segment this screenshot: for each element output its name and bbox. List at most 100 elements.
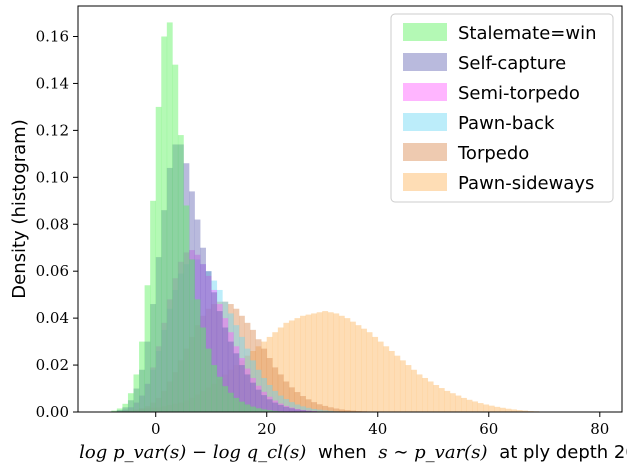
y-tick-label: 0.00	[36, 403, 69, 421]
histogram-bar	[394, 356, 400, 412]
histogram-bar	[461, 398, 467, 412]
histogram-bar	[406, 365, 412, 412]
histogram-bar	[339, 316, 345, 412]
x-tick-label: 60	[479, 420, 498, 438]
histogram-bar	[500, 408, 506, 412]
y-tick-label: 0.16	[36, 28, 69, 46]
x-tick-label: 80	[590, 420, 609, 438]
x-tick-label: 0	[151, 420, 161, 438]
histogram-bar	[322, 311, 328, 412]
legend-swatch	[403, 113, 447, 131]
histogram-bar	[367, 332, 373, 412]
histogram-bar	[189, 259, 195, 412]
histogram-bar	[361, 329, 367, 412]
histogram-bar	[233, 398, 239, 412]
histogram-bar	[450, 393, 456, 412]
histogram-bar	[400, 360, 406, 412]
histogram-bar	[150, 201, 156, 412]
histogram-bar	[311, 313, 317, 412]
histogram-bar	[455, 396, 461, 412]
y-tick-label: 0.02	[36, 356, 69, 374]
x-axis-label-math: log p_var(s) − log q_cl(s)	[79, 442, 306, 463]
x-axis-label-text1: when	[318, 442, 367, 463]
histogram-bar	[383, 346, 389, 412]
histogram-bar	[422, 378, 428, 412]
legend-swatch	[403, 173, 447, 191]
histogram-bar	[472, 401, 478, 412]
histogram-bar	[467, 400, 473, 412]
histogram-bar	[306, 315, 312, 412]
y-tick-label: 0.08	[36, 215, 69, 233]
histogram-bar	[489, 406, 495, 412]
histogram-bar	[167, 22, 173, 412]
histogram-bar	[128, 393, 134, 412]
legend: Stalemate=winSelf-captureSemi-torpedoPaw…	[391, 14, 613, 202]
histogram-bar	[350, 322, 356, 412]
histogram-bar	[417, 374, 423, 412]
histogram-bar	[433, 385, 439, 412]
legend-swatch	[403, 23, 447, 41]
x-tick-label: 20	[257, 420, 276, 438]
legend-swatch	[403, 83, 447, 101]
histogram-bar	[183, 205, 189, 412]
y-tick-label: 0.14	[36, 74, 69, 92]
histogram-bar	[283, 407, 289, 412]
histogram-bar	[117, 408, 123, 412]
histogram-bar	[478, 403, 484, 412]
histogram-bar	[356, 325, 362, 412]
histogram-bar	[317, 312, 323, 412]
histogram-bar	[378, 342, 384, 412]
histogram-bar	[200, 328, 206, 412]
histogram-bar	[267, 399, 273, 412]
histogram-bar	[494, 407, 500, 412]
histogram-bar	[289, 408, 295, 412]
y-axis: 0.00 0.02 0.04 0.06 0.08 0.10 0.12 0.14 0.16	[36, 28, 78, 421]
histogram-bar	[239, 402, 245, 412]
histogram-bar	[256, 408, 262, 412]
histogram-bar	[134, 374, 140, 412]
histogram-bar	[245, 404, 251, 412]
histogram-bar	[228, 393, 234, 412]
histogram-bar	[389, 351, 395, 412]
histogram-bar	[439, 388, 445, 412]
histogram-bar	[411, 370, 417, 412]
legend-label: Stalemate=win	[458, 23, 597, 44]
y-tick-label: 0.10	[36, 168, 69, 186]
histogram-bar	[428, 381, 434, 412]
histogram-bar	[328, 312, 334, 412]
x-axis-label-text2: at ply depth 20	[499, 442, 627, 463]
y-tick-label: 0.04	[36, 309, 69, 327]
y-tick-label: 0.06	[36, 262, 69, 280]
legend-label: Semi-torpedo	[458, 83, 580, 104]
legend-label: Pawn-back	[458, 113, 555, 134]
histogram-bar	[211, 365, 217, 412]
legend-label: Pawn-sideways	[458, 173, 594, 194]
histogram-bar	[206, 349, 212, 412]
x-axis: 0 20 40 60 80	[151, 412, 609, 438]
histogram-bar	[278, 405, 284, 412]
legend-label: Torpedo	[457, 143, 529, 164]
histogram-bar	[272, 403, 278, 412]
histogram-bar	[156, 107, 162, 412]
histogram-bar	[145, 285, 151, 412]
histogram-bar	[161, 37, 167, 412]
histogram-bar	[444, 391, 450, 412]
histogram-bar	[139, 342, 145, 412]
histogram-bar	[344, 318, 350, 412]
histogram-bar	[222, 386, 228, 412]
legend-swatch	[403, 143, 447, 161]
histogram-bar	[122, 404, 128, 412]
histogram-bar	[217, 377, 223, 412]
legend-swatch	[403, 53, 447, 71]
x-axis-label: log p_var(s) − log q_cl(s) when s ∼ p_va…	[79, 442, 627, 463]
histogram-bar	[178, 135, 184, 412]
y-axis-label: Density (histogram)	[9, 119, 30, 298]
x-tick-label: 40	[368, 420, 387, 438]
histogram-bar	[172, 65, 178, 412]
histogram-bar	[372, 337, 378, 412]
y-tick-label: 0.12	[36, 121, 69, 139]
histogram-bar	[483, 404, 489, 412]
histogram-bar	[195, 299, 201, 412]
